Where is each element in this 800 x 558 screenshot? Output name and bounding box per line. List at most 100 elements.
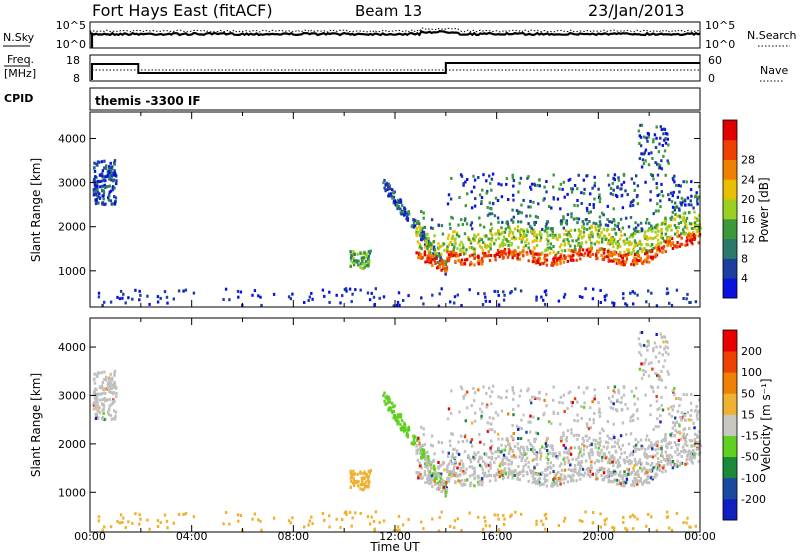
power-cell bbox=[645, 249, 648, 253]
velocity-cell bbox=[511, 386, 514, 389]
power-cell bbox=[617, 221, 620, 225]
power-cell bbox=[490, 238, 493, 242]
power-cell bbox=[382, 295, 386, 299]
velocity-cell bbox=[683, 427, 687, 431]
power-cell bbox=[630, 241, 633, 245]
power-cell bbox=[683, 232, 686, 236]
power-cell bbox=[578, 295, 582, 299]
power-cell bbox=[485, 191, 488, 195]
power-cell bbox=[507, 198, 510, 201]
velocity-cell bbox=[595, 477, 598, 481]
velocity-cell bbox=[536, 481, 539, 485]
power-cell bbox=[113, 195, 116, 199]
velocity-cell bbox=[574, 467, 577, 471]
velocity-cell bbox=[615, 460, 618, 464]
velocity-cell bbox=[633, 476, 636, 480]
velocity-cell bbox=[684, 418, 687, 422]
power-cell bbox=[497, 303, 501, 307]
power-cell bbox=[687, 203, 690, 207]
power-cell bbox=[595, 240, 599, 244]
power-cell bbox=[581, 248, 585, 252]
velocity-cell bbox=[535, 457, 538, 461]
power-cell bbox=[656, 173, 660, 177]
power-cell bbox=[496, 290, 499, 294]
velocity-cell bbox=[510, 513, 513, 517]
velocity-cell bbox=[417, 448, 420, 452]
velocity-cell bbox=[512, 453, 516, 457]
velocity-cell bbox=[545, 439, 548, 443]
velocity-cell bbox=[134, 512, 137, 516]
velocity-cell bbox=[459, 466, 462, 470]
velocity-cell bbox=[517, 404, 520, 408]
velocity-cell bbox=[562, 519, 566, 523]
power-cell bbox=[428, 259, 431, 263]
power-cell bbox=[393, 190, 396, 194]
power-cell bbox=[457, 223, 460, 227]
power-cell bbox=[635, 258, 639, 262]
power-cell bbox=[649, 173, 653, 176]
velocity-cell bbox=[572, 479, 575, 483]
power-cell bbox=[450, 215, 453, 219]
velocity-cell bbox=[544, 512, 548, 516]
velocity-cell bbox=[537, 472, 541, 476]
velocity-cell bbox=[96, 392, 100, 396]
beam-title: Beam 13 bbox=[355, 2, 422, 20]
velocity-cell bbox=[665, 515, 669, 519]
power-cell bbox=[647, 289, 650, 293]
velocity-cell bbox=[502, 523, 506, 526]
power-cell bbox=[659, 205, 662, 209]
power-cell bbox=[598, 220, 602, 224]
power-cell bbox=[593, 242, 596, 246]
power-cell bbox=[429, 258, 432, 261]
power-cell bbox=[421, 230, 424, 234]
power-cell bbox=[474, 197, 477, 201]
power-cell bbox=[597, 241, 600, 245]
velocity-cell bbox=[468, 474, 472, 478]
power-cell bbox=[680, 202, 683, 206]
power-ylabel: Slant Range [km] bbox=[29, 158, 43, 262]
velocity-cell bbox=[637, 479, 641, 483]
noise-left-tick-high: 10^5 bbox=[56, 19, 86, 32]
power-cell bbox=[616, 195, 619, 199]
power-cell bbox=[335, 293, 338, 297]
velocity-cell bbox=[463, 482, 466, 486]
power-cell bbox=[608, 252, 612, 256]
power-cell bbox=[416, 240, 420, 244]
x-tick-label: 08:00 bbox=[277, 530, 309, 543]
power-cell bbox=[94, 189, 97, 193]
velocity-cell bbox=[527, 460, 530, 464]
power-cell bbox=[660, 159, 663, 163]
power-cell bbox=[588, 220, 591, 223]
velocity-cell bbox=[468, 465, 471, 469]
velocity-cell bbox=[529, 471, 533, 475]
velocity-cell bbox=[609, 458, 612, 461]
power-cell bbox=[430, 218, 434, 222]
power-cell bbox=[419, 245, 422, 248]
power-cell bbox=[111, 202, 114, 206]
power-cell bbox=[416, 227, 419, 230]
velocity-cell bbox=[566, 480, 570, 484]
power-cell bbox=[664, 136, 667, 140]
x-tick-label: 00:00 bbox=[684, 530, 716, 543]
power-cell bbox=[586, 209, 589, 213]
velocity-cell bbox=[536, 397, 540, 400]
velocity-cell bbox=[471, 473, 474, 477]
velocity-cell bbox=[438, 486, 442, 490]
velocity-cell bbox=[477, 480, 480, 484]
velocity-cell bbox=[451, 452, 455, 456]
power-cell bbox=[606, 242, 610, 246]
velocity-cell bbox=[105, 376, 108, 380]
velocity-cell bbox=[696, 435, 699, 439]
power-cell bbox=[397, 291, 401, 295]
cpid-label: CPID bbox=[4, 92, 33, 105]
velocity-cell bbox=[437, 440, 440, 444]
velocity-cell bbox=[461, 483, 464, 487]
power-cell bbox=[528, 225, 532, 228]
power-cell bbox=[512, 235, 516, 239]
power-cell bbox=[612, 207, 615, 211]
velocity-cell bbox=[470, 404, 473, 408]
velocity-cell bbox=[100, 384, 104, 388]
power-cell bbox=[95, 185, 99, 189]
power-cell bbox=[609, 187, 613, 190]
velocity-cell bbox=[453, 473, 456, 477]
